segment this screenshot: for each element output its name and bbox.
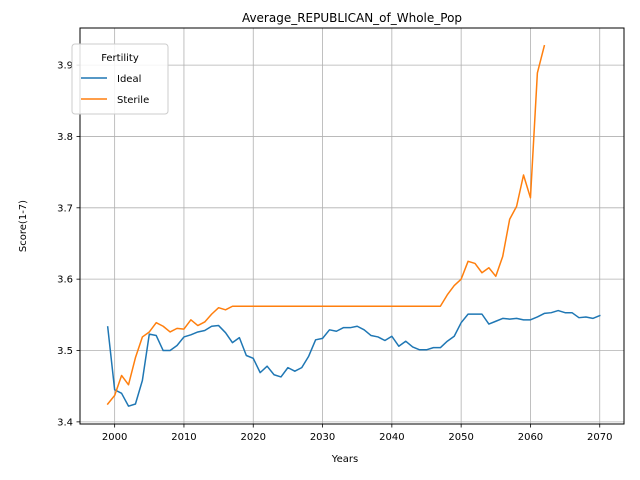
y-tick-label: 3.7 (57, 203, 73, 214)
x-tick-label: 2030 (310, 432, 335, 443)
x-tick-label: 2040 (379, 432, 404, 443)
y-tick-label: 3.4 (57, 417, 73, 428)
legend-label-ideal: Ideal (117, 74, 141, 85)
legend-box (71, 43, 169, 115)
chart-title: Average_REPUBLICAN_of_Whole_Pop (242, 11, 462, 25)
y-axis-title: Score(1-7) (18, 200, 29, 252)
x-tick-label: 2020 (241, 432, 266, 443)
x-tick-label: 2060 (518, 432, 543, 443)
plot-frame (79, 27, 625, 425)
y-tick-label: 3.5 (57, 346, 73, 357)
x-tick-label: 2070 (587, 432, 612, 443)
axis-ticks: 2000 2010 2020 2030 2040 2050 2060 2070 3.4 3.5 3.… (57, 61, 612, 443)
series-line-sterile (106, 44, 546, 406)
x-tick-label: 2010 (171, 432, 196, 443)
series-lines (106, 44, 601, 407)
x-tick-label: 2000 (102, 432, 127, 443)
y-tick-label: 3.8 (57, 132, 73, 143)
series-line-ideal (106, 309, 601, 407)
legend-label-sterile: Sterile (117, 95, 149, 106)
grid-lines (80, 28, 624, 424)
y-tick-label: 3.6 (57, 275, 73, 286)
x-axis-title: Years (331, 454, 358, 465)
legend: Fertility Ideal Sterile (71, 43, 169, 115)
legend-title: Fertility (101, 53, 139, 64)
y-tick-label: 3.9 (57, 61, 73, 72)
x-tick-label: 2050 (448, 432, 473, 443)
